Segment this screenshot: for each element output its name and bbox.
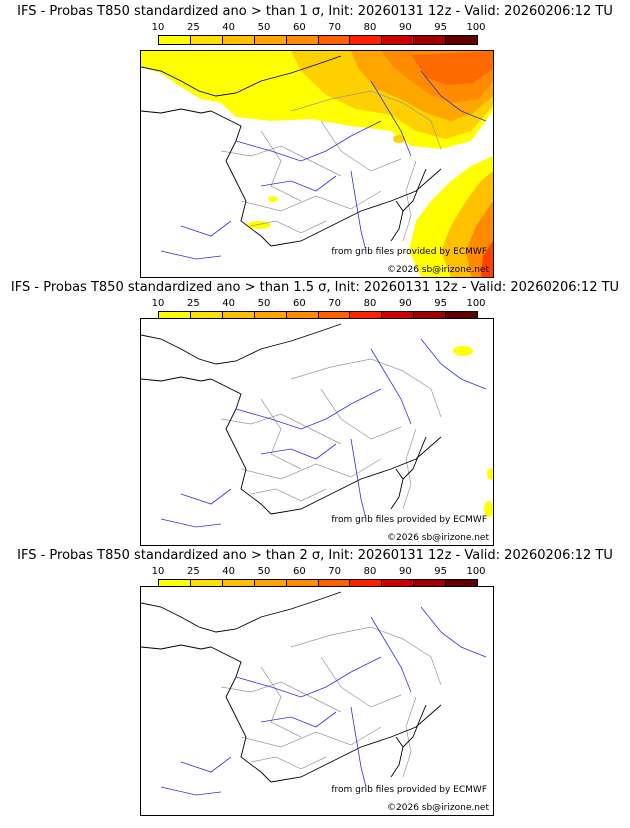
scale-swatch — [318, 312, 351, 320]
color-scale-bar — [158, 35, 478, 45]
scale-swatch — [382, 36, 415, 44]
scale-swatch — [190, 312, 223, 320]
panel-2: IFS - Probas T850 standardized ano > tha… — [0, 276, 630, 548]
scale-swatch — [286, 36, 319, 44]
scale-label: 100 — [466, 22, 486, 33]
scale-swatch — [318, 580, 351, 588]
borders — [220, 626, 442, 778]
panel-3: IFS - Probas T850 standardized ano > tha… — [0, 544, 630, 816]
scale-swatch — [446, 312, 478, 320]
scale-label: 40 — [222, 22, 236, 33]
scale-swatch — [222, 312, 255, 320]
credit-copyright: ©2026 sb@irizone.net — [387, 265, 489, 275]
map-canvas — [141, 591, 487, 796]
scale-label: 40 — [222, 566, 236, 577]
borders — [220, 90, 442, 242]
scale-swatch — [254, 36, 287, 44]
rivers — [160, 606, 487, 796]
scale-swatch — [350, 36, 383, 44]
scale-swatch — [254, 580, 287, 588]
probability-field — [453, 346, 493, 517]
color-scale-bar — [158, 311, 478, 321]
scale-swatch — [190, 580, 223, 588]
scale-swatch — [382, 580, 415, 588]
scale-swatch — [382, 312, 415, 320]
scale-label: 60 — [292, 566, 306, 577]
scale-swatch — [159, 312, 191, 320]
coastline — [141, 55, 442, 247]
scale-label: 50 — [257, 566, 271, 577]
scale-label: 60 — [292, 298, 306, 309]
scale-label: 25 — [186, 566, 200, 577]
scale-label: 50 — [257, 22, 271, 33]
scale-label: 10 — [151, 298, 165, 309]
probability-field — [141, 51, 493, 277]
borders — [220, 358, 442, 510]
scale-label: 95 — [434, 298, 448, 309]
scale-swatch — [222, 580, 255, 588]
scale-labels: 10 25 40 50 60 70 80 90 95 100 — [152, 566, 486, 578]
credit-copyright: ©2026 sb@irizone.net — [387, 803, 489, 813]
credit-copyright: ©2026 sb@irizone.net — [387, 533, 489, 543]
credit-source: from grib files provided by ECMWF — [331, 515, 487, 525]
scale-labels: 10 25 40 50 60 70 80 90 95 100 — [152, 22, 486, 34]
map-canvas — [141, 323, 493, 528]
scale-swatch — [286, 312, 319, 320]
panel-title: IFS - Probas T850 standardized ano > tha… — [10, 280, 620, 295]
scale-label: 70 — [328, 566, 342, 577]
scale-label: 90 — [398, 298, 412, 309]
scale-label: 80 — [363, 298, 377, 309]
scale-label: 25 — [186, 298, 200, 309]
scale-swatch — [350, 312, 383, 320]
scale-swatch — [286, 580, 319, 588]
scale-label: 100 — [466, 566, 486, 577]
scale-label: 90 — [398, 566, 412, 577]
scale-label: 95 — [434, 566, 448, 577]
scale-swatch — [446, 580, 478, 588]
scale-swatch — [414, 580, 447, 588]
scale-label: 60 — [292, 22, 306, 33]
scale-label: 70 — [328, 298, 342, 309]
scale-swatch — [254, 312, 287, 320]
credit-source: from grib files provided by ECMWF — [331, 785, 487, 795]
rivers — [160, 338, 487, 528]
panel-title: IFS - Probas T850 standardized ano > tha… — [17, 548, 613, 563]
scale-swatch — [446, 36, 478, 44]
scale-label: 10 — [151, 566, 165, 577]
coastline — [141, 323, 442, 515]
credit-source: from grib files provided by ECMWF — [331, 247, 487, 257]
scale-swatch — [190, 36, 223, 44]
scale-swatch — [159, 580, 191, 588]
scale-label: 95 — [434, 22, 448, 33]
scale-label: 80 — [363, 566, 377, 577]
scale-swatch — [318, 36, 351, 44]
rivers — [160, 70, 487, 260]
scale-swatch — [159, 36, 191, 44]
scale-label: 10 — [151, 22, 165, 33]
scale-swatch — [414, 312, 447, 320]
map-frame: from grib files provided by ECMWF ©2026 … — [140, 586, 494, 816]
scale-label: 70 — [328, 22, 342, 33]
scale-swatch — [222, 36, 255, 44]
coastline — [141, 591, 442, 783]
scale-label: 25 — [186, 22, 200, 33]
scale-label: 50 — [257, 298, 271, 309]
scale-label: 100 — [466, 298, 486, 309]
scale-labels: 10 25 40 50 60 70 80 90 95 100 — [152, 298, 486, 310]
scale-swatch — [414, 36, 447, 44]
panel-1: IFS - Probas T850 standardized ano > tha… — [0, 0, 630, 278]
map-frame: from grib files provided by ECMWF ©2026 … — [140, 318, 494, 546]
scale-label: 40 — [222, 298, 236, 309]
panel-title: IFS - Probas T850 standardized ano > tha… — [17, 4, 613, 19]
map-canvas — [141, 51, 493, 277]
map-frame: from grib files provided by ECMWF ©2026 … — [140, 50, 494, 278]
scale-label: 90 — [398, 22, 412, 33]
scale-label: 80 — [363, 22, 377, 33]
scale-swatch — [350, 580, 383, 588]
